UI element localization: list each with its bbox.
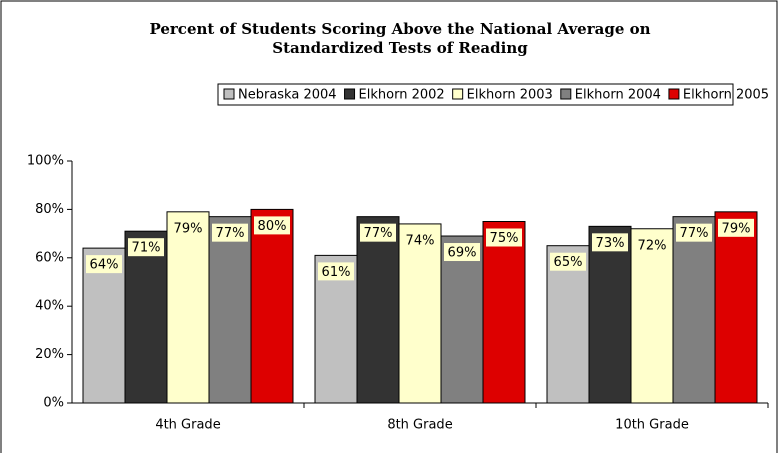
legend-swatch <box>344 88 356 100</box>
bar <box>714 211 758 404</box>
value-label-box <box>128 238 164 257</box>
bar <box>672 216 716 404</box>
bar <box>82 247 126 404</box>
bar <box>250 208 294 404</box>
legend-swatch <box>223 88 235 100</box>
legend-label: Elkhorn 2003 <box>467 88 553 103</box>
value-label-box <box>634 235 670 254</box>
bar <box>356 216 400 404</box>
value-label-box <box>444 243 480 262</box>
value-label: 77% <box>364 226 393 241</box>
value-label-box <box>550 252 586 271</box>
bar <box>208 216 252 404</box>
value-label: 73% <box>596 236 625 251</box>
value-label-box <box>592 233 628 252</box>
value-label: 71% <box>132 241 161 256</box>
value-label: 74% <box>406 233 435 248</box>
value-label-box <box>676 223 712 242</box>
value-label: 77% <box>216 226 245 241</box>
legend-swatch <box>560 88 572 100</box>
bar <box>546 245 590 404</box>
value-label-box <box>86 255 122 274</box>
legend-swatch <box>452 88 464 100</box>
legend-label: Elkhorn 2002 <box>359 88 445 103</box>
legend-label: Nebraska 2004 <box>238 88 337 103</box>
bar <box>588 225 632 404</box>
value-label: 79% <box>722 221 751 236</box>
x-tick-label: 4th Grade <box>155 418 220 433</box>
bar <box>398 223 442 404</box>
bar <box>124 230 168 404</box>
legend-label: Elkhorn 2004 <box>575 88 661 103</box>
value-label-box <box>212 223 248 242</box>
value-label-box <box>318 262 354 281</box>
bar <box>166 211 210 404</box>
value-label: 77% <box>680 226 709 241</box>
value-label: 69% <box>448 246 477 261</box>
bar <box>482 221 526 404</box>
value-label-box <box>486 228 522 247</box>
y-tick-label: 20% <box>35 347 64 362</box>
value-label: 79% <box>174 221 203 236</box>
value-label: 80% <box>258 219 287 234</box>
legend-label: Elkhorn 2005 <box>683 88 769 103</box>
bar <box>630 228 674 404</box>
value-label: 65% <box>554 255 583 270</box>
value-label-box <box>402 230 438 249</box>
y-tick-label: 100% <box>27 154 64 169</box>
value-label: 75% <box>490 231 519 246</box>
legend-swatch <box>668 88 680 100</box>
value-label: 61% <box>322 265 351 280</box>
value-label: 64% <box>90 258 119 273</box>
y-tick-label: 0% <box>43 396 64 411</box>
chart-title: Percent of Students Scoring Above the Na… <box>149 20 651 57</box>
bar <box>440 235 484 404</box>
value-label-box <box>718 218 754 237</box>
y-tick-label: 80% <box>35 202 64 217</box>
x-tick-label: 8th Grade <box>387 418 452 433</box>
y-tick-label: 40% <box>35 299 64 314</box>
y-tick-label: 60% <box>35 250 64 265</box>
value-label-box <box>170 218 206 237</box>
value-label: 72% <box>638 238 667 253</box>
x-tick-label: 10th Grade <box>615 418 689 433</box>
value-label-box <box>254 216 290 235</box>
value-label-box <box>360 223 396 242</box>
